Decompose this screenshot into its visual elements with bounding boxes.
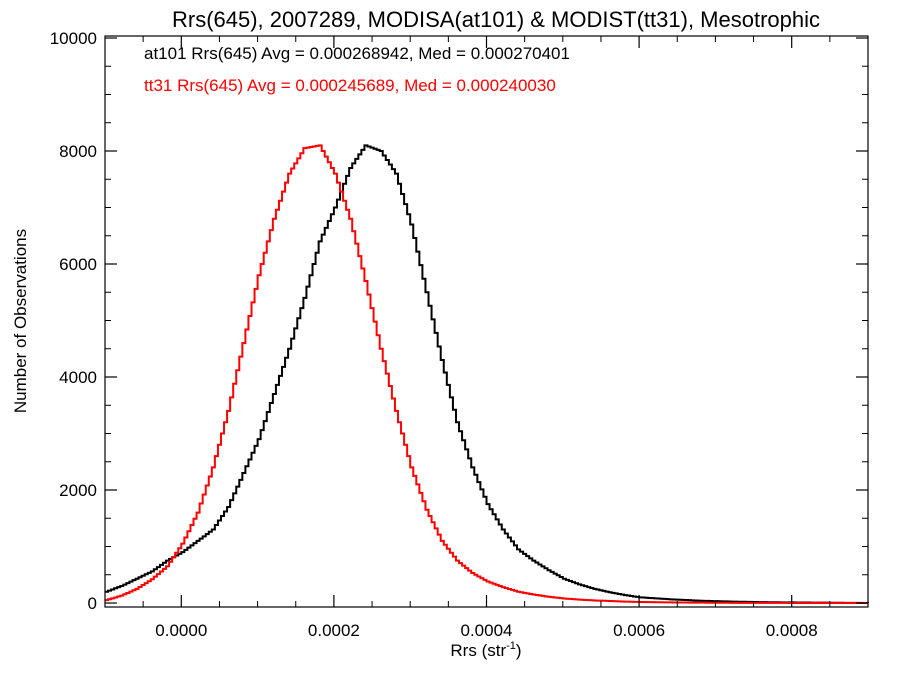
- chart-title: Rrs(645), 2007289, MODISA(at101) & MODIS…: [172, 7, 820, 32]
- x-tick-label: 0.0004: [461, 621, 513, 640]
- y-tick-label: 2000: [59, 481, 97, 500]
- x-tick-label: 0.0008: [766, 621, 818, 640]
- x-tick-label: 0.0006: [613, 621, 665, 640]
- x-tick-label: 0.0002: [308, 621, 360, 640]
- x-tick-label: 0.0000: [155, 621, 207, 640]
- y-tick-label: 0: [88, 594, 97, 613]
- annotation-tt31: tt31 Rrs(645) Avg = 0.000245689, Med = 0…: [144, 76, 556, 95]
- y-tick-label: 6000: [59, 255, 97, 274]
- series-line-tt31: [105, 144, 868, 604]
- x-tick-labels: 0.0000 0.0002 0.0004 0.0006 0.0008: [155, 621, 817, 640]
- y-tick-labels: 0 2000 4000 6000 8000 10000: [50, 29, 97, 613]
- y-tick-label: 10000: [50, 29, 97, 48]
- y-tick-label: 4000: [59, 368, 97, 387]
- annotation-at101: at101 Rrs(645) Avg = 0.000268942, Med = …: [144, 44, 570, 63]
- y-tick-label: 8000: [59, 142, 97, 161]
- axis-ticks: [105, 36, 868, 607]
- series-line-at101: [105, 144, 869, 604]
- x-axis-title: Rrs (str-1): [450, 640, 521, 660]
- annotations: at101 Rrs(645) Avg = 0.000268942, Med = …: [144, 44, 570, 95]
- y-axis-title: Number of Observations: [11, 229, 30, 413]
- series-layer: [105, 144, 869, 604]
